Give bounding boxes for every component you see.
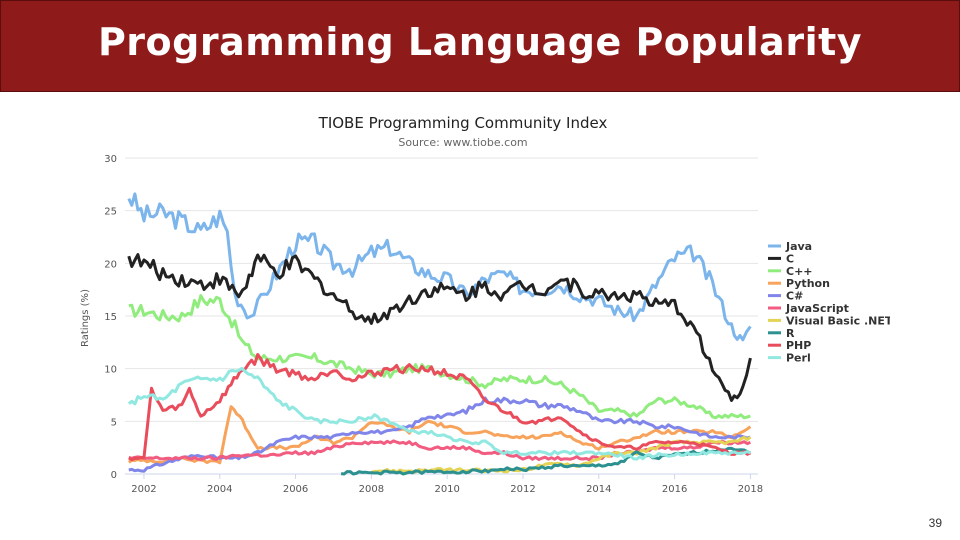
legend-item-php[interactable]: PHP [786,339,811,352]
legend-item-javascript[interactable]: JavaScript [785,302,849,315]
y-axis-label: Ratings (%) [80,289,91,347]
legend-item-java[interactable]: Java [785,240,812,253]
axis-layer: 0 5 10 15 20 25 30 2002 2004 2006 2008 2010 2012 2014… [104,154,763,495]
series-line-r [340,446,751,476]
x-tick-label: 2018 [738,484,763,495]
legend-item-r[interactable]: R [786,327,795,340]
legend-item-visual-basic-net[interactable]: Visual Basic .NET [786,314,890,327]
legend-item-python[interactable]: Python [786,277,830,290]
series-layer [127,192,752,476]
legend-item-c-[interactable]: C++ [786,265,813,278]
x-tick-label: 2010 [434,484,459,495]
y-tick-label: 10 [104,365,117,376]
legend-item-perl[interactable]: Perl [786,352,811,365]
y-tick-label: 25 [104,207,117,218]
title-bar [0,0,960,92]
series-line-php [128,353,752,462]
page-number: 39 [928,516,942,530]
y-tick-label: 30 [104,154,117,165]
y-tick-label: 5 [111,417,117,428]
x-tick-label: 2002 [131,484,156,495]
x-tick-label: 2014 [586,484,611,495]
series-line-c- [128,396,751,473]
legend-item-c[interactable]: C [786,252,794,265]
y-tick-label: 0 [111,470,117,481]
chart-title: TIOBE Programming Community Index [318,114,608,132]
series-line-python [127,405,752,465]
legend-item-c-[interactable]: C# [786,290,803,303]
x-tick-label: 2016 [662,484,687,495]
popularity-chart: TIOBE Programming Community Index Source… [80,114,890,495]
slide-title: Programming Language Popularity [97,20,863,64]
series-line-perl [127,366,751,461]
chart-subtitle: Source: www.tiobe.com [398,136,527,149]
x-tick-label: 2006 [283,484,308,495]
y-tick-label: 20 [104,259,117,270]
x-tick-label: 2004 [207,484,232,495]
x-tick-label: 2008 [359,484,384,495]
y-tick-label: 15 [104,312,117,323]
series-line-c [127,253,752,402]
series-line-java [127,192,752,342]
x-tick-label: 2012 [510,484,535,495]
